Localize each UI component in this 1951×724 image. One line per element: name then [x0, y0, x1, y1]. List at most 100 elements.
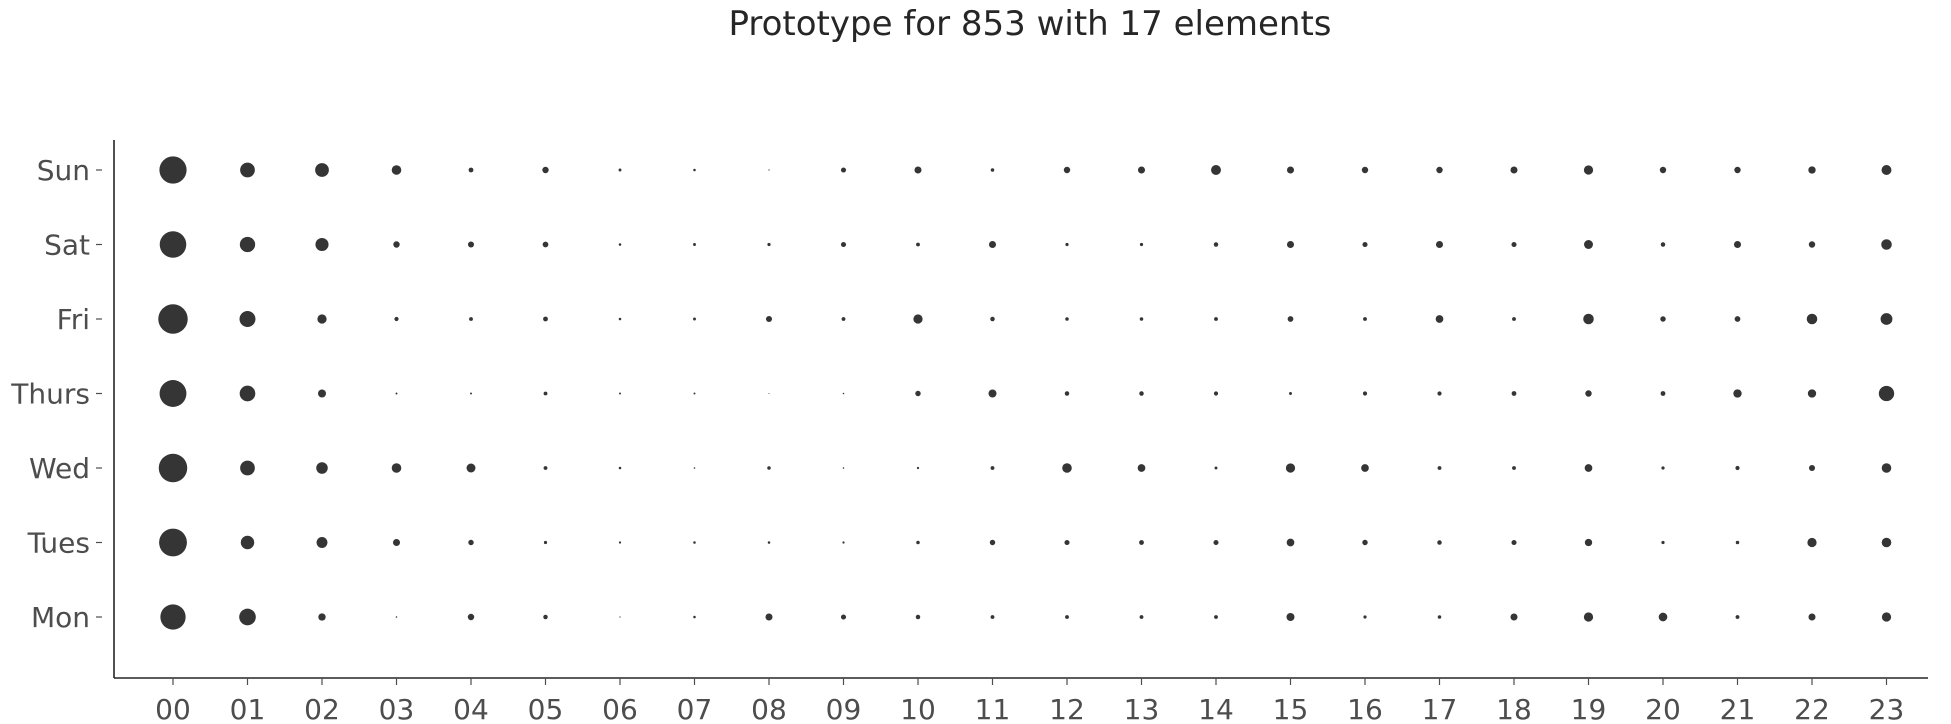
- dot-sat-16: [1362, 241, 1368, 248]
- dot-sat-12: [1065, 242, 1069, 247]
- y-tick-label: Tues: [27, 527, 90, 560]
- dot-tues-19: [1584, 538, 1593, 547]
- y-tick-label: Wed: [29, 452, 90, 485]
- dot-sat-05: [542, 241, 549, 248]
- dot-tues-00: [159, 528, 187, 557]
- dot-sun-08: [768, 169, 770, 171]
- dot-tues-12: [1064, 539, 1070, 546]
- dot-sat-19: [1584, 240, 1593, 249]
- x-tick-label: 11: [975, 693, 1011, 724]
- dot-thurs-11: [988, 389, 997, 398]
- dot-sat-14: [1213, 242, 1219, 247]
- dot-mon-18: [1510, 613, 1518, 621]
- dot-tues-13: [1139, 540, 1144, 545]
- dot-sat-20: [1660, 242, 1666, 247]
- dot-tues-03: [392, 538, 401, 547]
- x-tick-label: 00: [155, 693, 191, 724]
- dot-wed-18: [1512, 466, 1516, 470]
- dot-sat-11: [988, 240, 997, 249]
- dot-fri-07: [693, 317, 696, 321]
- dot-wed-10: [916, 466, 920, 470]
- dot-thurs-19: [1585, 390, 1592, 397]
- x-tick-label: 17: [1422, 693, 1458, 724]
- dot-thurs-15: [1289, 392, 1292, 395]
- dot-wed-01: [240, 460, 255, 476]
- dot-fri-20: [1660, 316, 1666, 322]
- dot-sat-06: [618, 243, 622, 246]
- dot-thurs-07: [693, 392, 696, 395]
- dot-mon-20: [1658, 612, 1668, 622]
- dot-sat-21: [1733, 240, 1742, 249]
- dot-sun-09: [840, 167, 847, 173]
- dot-sun-04: [468, 167, 474, 173]
- dot-sat-03: [393, 241, 400, 248]
- x-tick-label: 06: [602, 693, 638, 724]
- dot-thurs-16: [1362, 391, 1368, 396]
- dot-thurs-21: [1733, 389, 1742, 398]
- dot-sat-07: [693, 243, 696, 246]
- dot-sun-20: [1659, 166, 1667, 174]
- dot-tues-22: [1807, 537, 1817, 548]
- dot-tues-11: [989, 539, 996, 546]
- dot-sat-09: [840, 241, 847, 248]
- dot-sat-00: [159, 231, 187, 258]
- y-tick-label: Mon: [31, 601, 90, 634]
- y-tick-label: Sat: [44, 229, 90, 262]
- dot-wed-03: [391, 463, 402, 473]
- dot-tues-01: [240, 535, 255, 550]
- dot-fri-12: [1065, 317, 1069, 321]
- x-tick-label: 03: [379, 693, 415, 724]
- dot-mon-08: [765, 613, 773, 621]
- dot-sun-23: [1881, 165, 1892, 175]
- dot-fri-06: [618, 317, 622, 321]
- x-tick-label: 21: [1720, 693, 1756, 724]
- dot-sun-03: [391, 165, 402, 175]
- dot-sat-18: [1511, 241, 1517, 248]
- dot-thurs-00: [159, 380, 187, 407]
- dot-sun-00: [159, 156, 187, 184]
- dot-mon-06: [619, 616, 621, 618]
- x-tick-label: 09: [826, 693, 862, 724]
- dot-fri-19: [1583, 313, 1594, 325]
- dot-thurs-04: [470, 392, 472, 395]
- x-tick-label: 13: [1124, 693, 1160, 724]
- dot-sun-18: [1510, 166, 1518, 174]
- dot-sun-12: [1063, 166, 1071, 174]
- y-tick-label: Sun: [37, 154, 90, 187]
- dot-wed-17: [1437, 466, 1442, 470]
- x-tick-label: 14: [1198, 693, 1234, 724]
- dot-mon-19: [1583, 612, 1594, 622]
- dot-sun-16: [1361, 166, 1369, 174]
- dot-mon-13: [1139, 615, 1144, 619]
- dot-thurs-13: [1139, 391, 1144, 396]
- dot-thurs-17: [1437, 391, 1442, 396]
- dot-fri-10: [913, 314, 923, 324]
- dot-wed-12: [1062, 463, 1072, 473]
- dot-wed-00: [158, 453, 188, 483]
- dot-fri-16: [1363, 317, 1367, 321]
- dot-mon-15: [1286, 613, 1295, 621]
- dot-mon-05: [543, 614, 548, 620]
- dot-tues-17: [1437, 540, 1442, 545]
- dot-mon-10: [915, 614, 921, 620]
- dot-thurs-18: [1511, 391, 1517, 396]
- x-tick-label: 08: [751, 693, 787, 724]
- dot-tues-15: [1286, 538, 1295, 547]
- x-axis-ticks: 00 01 02 03 04 05 06 07 08 09 10 11 12 13 14 15 16 17 18 19…: [155, 678, 1904, 724]
- x-tick-label: 10: [900, 693, 936, 724]
- dot-sat-10: [916, 242, 920, 247]
- dot-mon-02: [318, 613, 326, 621]
- dot-tues-09: [842, 541, 845, 544]
- x-tick-label: 04: [453, 693, 489, 724]
- dot-thurs-14: [1213, 391, 1219, 396]
- dot-tues-05: [543, 540, 548, 545]
- dot-wed-09: [842, 467, 845, 469]
- dot-sun-13: [1137, 166, 1146, 174]
- dot-sat-08: [767, 242, 771, 247]
- x-tick-label: 02: [304, 693, 340, 724]
- dot-fri-23: [1880, 313, 1893, 325]
- dot-wed-11: [990, 466, 995, 470]
- dot-wed-15: [1285, 463, 1296, 473]
- dot-sun-01: [240, 162, 255, 178]
